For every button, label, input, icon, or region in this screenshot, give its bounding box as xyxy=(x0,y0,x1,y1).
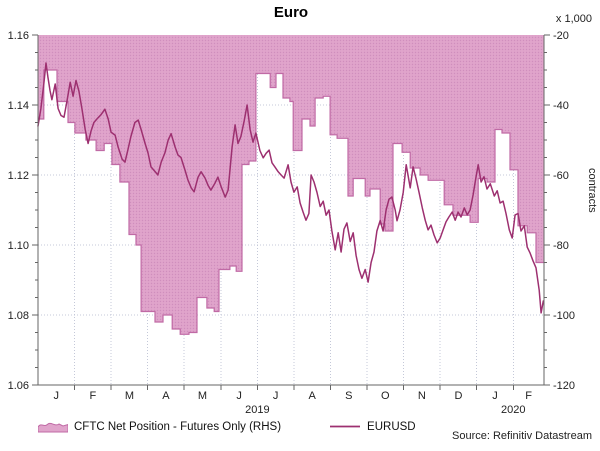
legend-item-cftc: CFTC Net Position - Futures Only (RHS) xyxy=(37,420,282,433)
axes xyxy=(32,34,550,390)
x-axis-month-label: D xyxy=(454,390,462,402)
legend-label-cftc: CFTC Net Position - Futures Only (RHS) xyxy=(74,420,282,433)
x-axis-month-label: S xyxy=(345,390,352,402)
right-axis-tick-label: -80 xyxy=(553,240,569,252)
x-axis-month-label: M xyxy=(198,390,207,402)
area-swatch-icon xyxy=(37,420,69,433)
cftc-area xyxy=(38,35,544,335)
right-axis-unit-label: x 1,000 xyxy=(555,13,592,25)
x-axis-year-label: 2019 xyxy=(245,404,269,416)
x-axis-month-label: O xyxy=(381,390,390,402)
right-axis-tick-label: -40 xyxy=(553,100,569,112)
right-axis-tick-label: -100 xyxy=(553,310,575,322)
eurusd-line xyxy=(37,62,545,314)
legend-item-eurusd: EURUSD xyxy=(329,420,416,433)
x-axis-month-label: N xyxy=(418,390,426,402)
x-axis-month-label: J xyxy=(273,390,279,402)
x-axis-month-label: F xyxy=(89,390,96,402)
legend-label-eurusd: EURUSD xyxy=(367,420,416,433)
legend: CFTC Net Position - Futures Only (RHS) E… xyxy=(37,420,416,433)
right-axis-tick-label: -120 xyxy=(553,380,575,392)
right-axis-tick-label: -60 xyxy=(553,170,569,182)
x-axis-month-label: A xyxy=(162,390,170,402)
left-axis-tick-label: 1.08 xyxy=(8,310,29,322)
axis-tick-labels: 1.06 1.08 1.10 1.12 1.14 1.16 -20 -40 -60 -80 -100… xyxy=(8,30,575,416)
left-axis-tick-label: 1.10 xyxy=(8,240,29,252)
left-axis-tick-label: 1.12 xyxy=(8,170,29,182)
x-axis-month-label: J xyxy=(54,390,60,402)
left-axis-tick-label: 1.06 xyxy=(8,380,29,392)
line-swatch-icon xyxy=(329,420,361,433)
x-axis-year-label: 2020 xyxy=(501,404,525,416)
right-axis-tick-label: -20 xyxy=(553,30,569,42)
source-credit: Source: Refinitiv Datastream xyxy=(452,430,592,442)
x-axis-month-label: J xyxy=(492,390,498,402)
x-axis-month-label: J xyxy=(236,390,242,402)
right-axis-title: contracts xyxy=(586,168,598,213)
page-title: Euro xyxy=(273,4,309,21)
left-axis-tick-label: 1.16 xyxy=(8,30,29,42)
left-axis-tick-label: 1.14 xyxy=(8,100,29,112)
x-axis-month-label: M xyxy=(125,390,134,402)
x-axis-month-label: F xyxy=(525,390,532,402)
x-axis-month-label: A xyxy=(309,390,317,402)
